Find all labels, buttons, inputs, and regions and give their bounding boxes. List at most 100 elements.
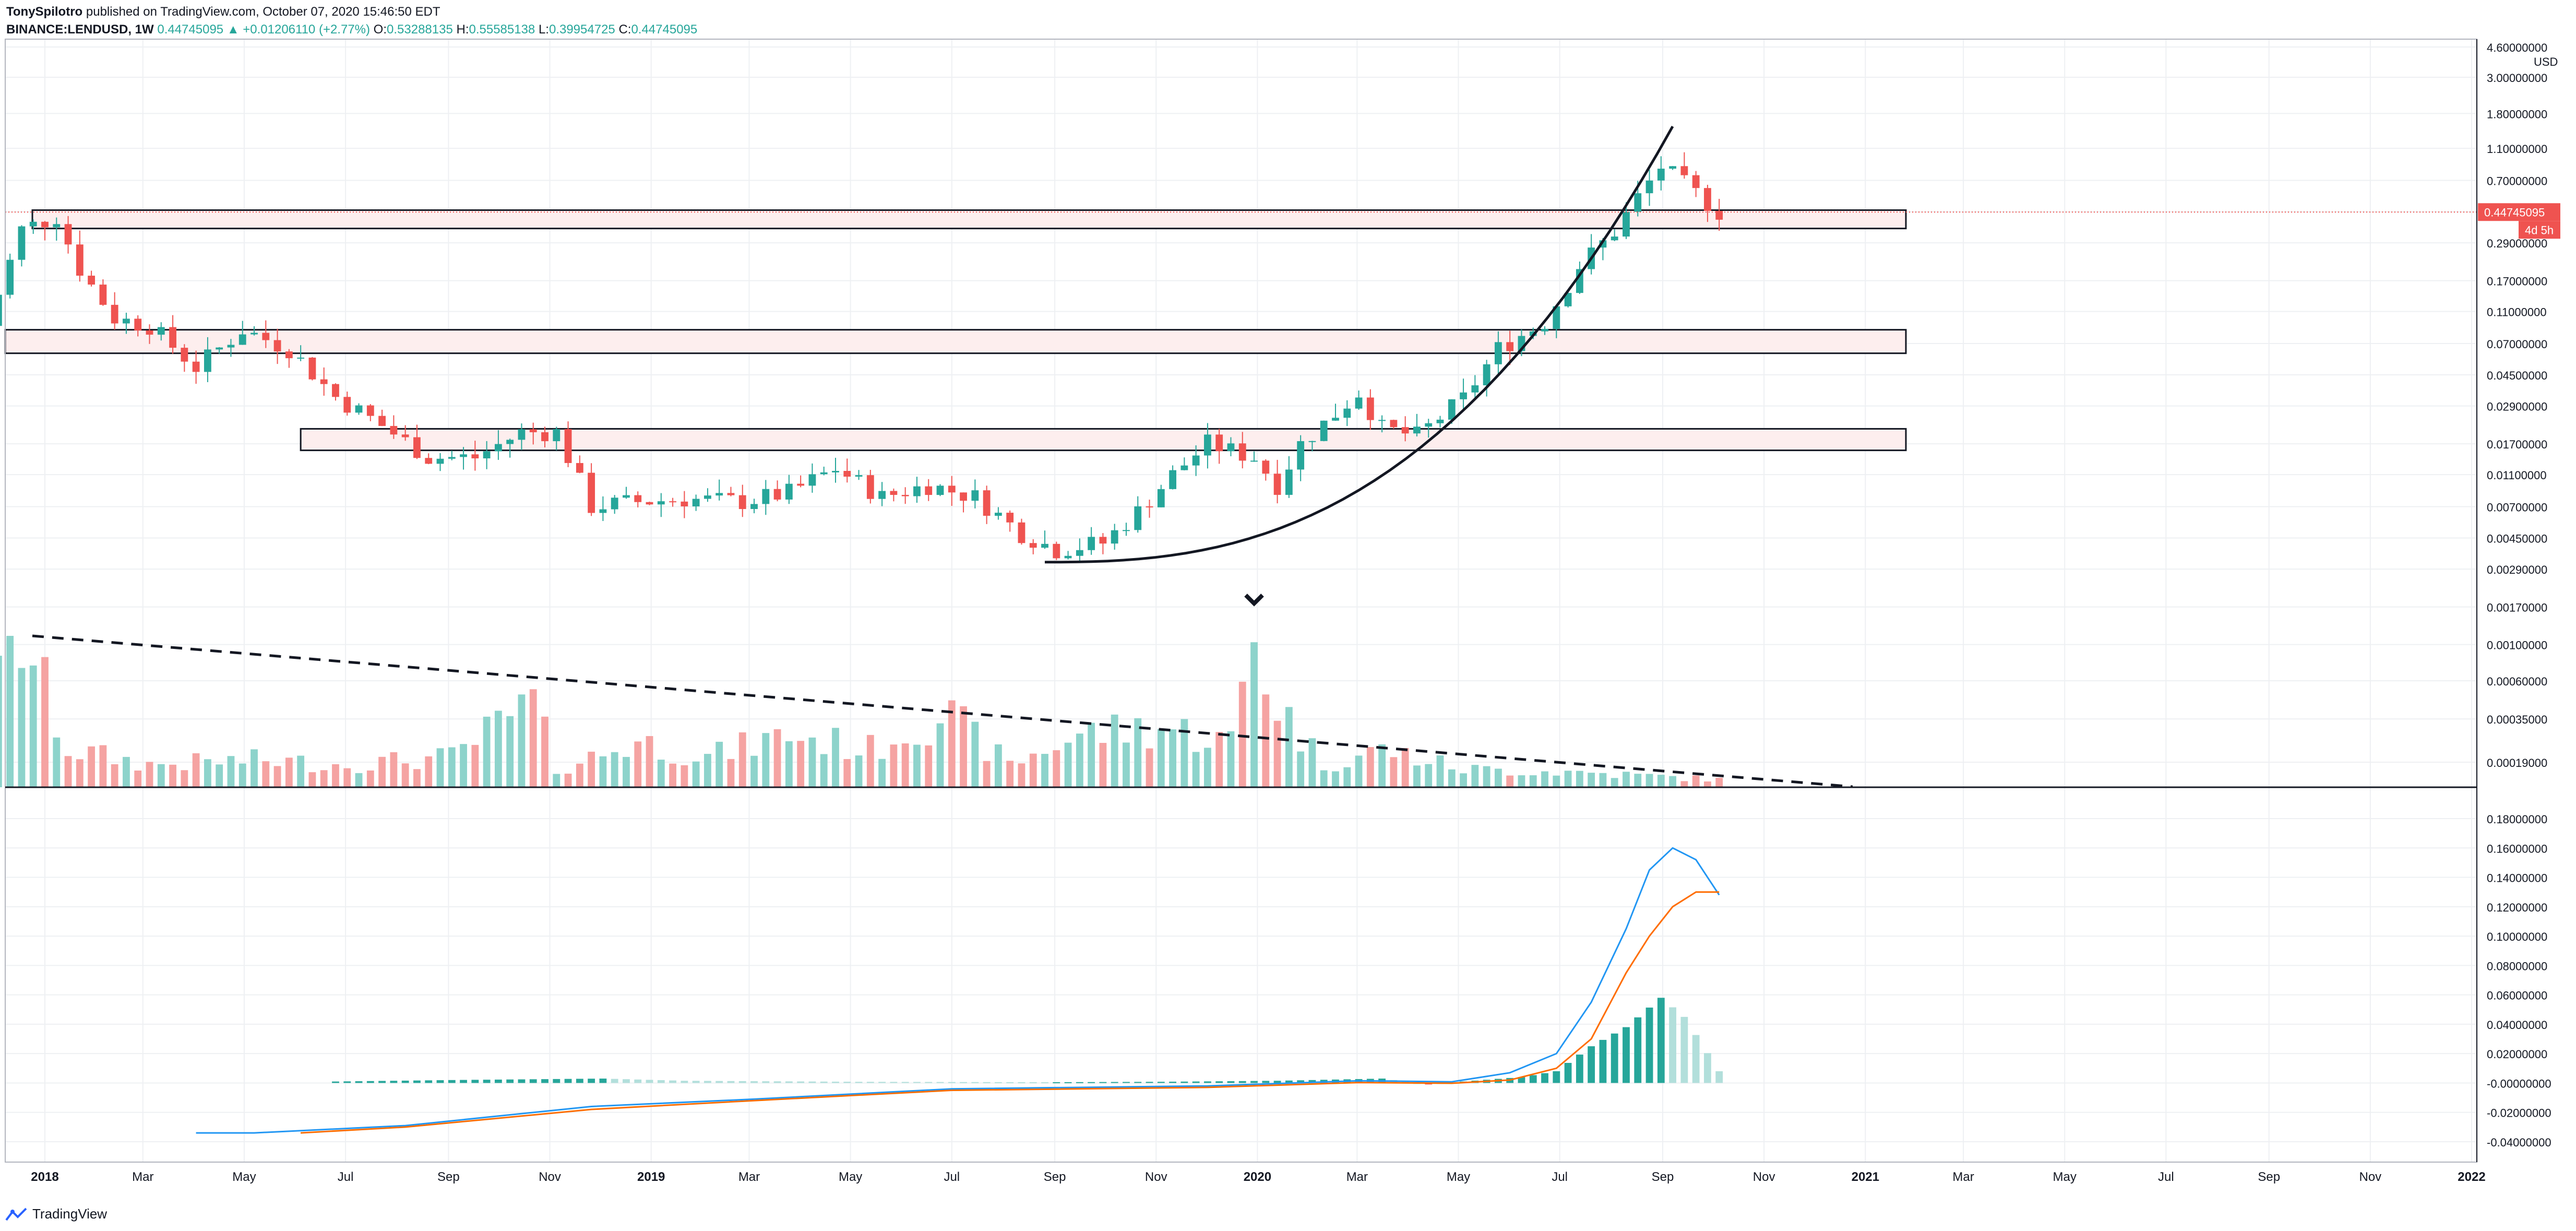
macd-histogram-bar bbox=[925, 1082, 933, 1083]
volume-bar bbox=[983, 761, 991, 787]
volume-bar bbox=[1285, 707, 1293, 787]
volume-bar bbox=[251, 749, 258, 787]
candle-body bbox=[657, 501, 665, 505]
symbol-label[interactable]: BINANCE:LENDUSD, 1W bbox=[6, 22, 154, 37]
volume-bars bbox=[0, 636, 1723, 787]
macd-histogram-bar bbox=[390, 1081, 398, 1083]
candle-body bbox=[53, 224, 61, 228]
last-price: 0.44745095 bbox=[157, 22, 224, 37]
volume-bar bbox=[960, 706, 967, 787]
candle-body bbox=[843, 471, 851, 477]
volume-bar bbox=[773, 729, 781, 787]
volume-bar bbox=[727, 759, 735, 787]
volume-bar bbox=[425, 756, 433, 787]
volume-bar bbox=[1355, 755, 1363, 787]
macd-tick-label: 0.12000000 bbox=[2487, 901, 2547, 914]
volume-bar bbox=[866, 735, 874, 787]
candle-body bbox=[1623, 211, 1630, 237]
time-tick-label: Nov bbox=[539, 1170, 561, 1184]
volume-bar bbox=[1518, 775, 1525, 787]
macd-histogram-bar bbox=[1157, 1082, 1165, 1083]
volume-bar bbox=[1262, 694, 1270, 787]
volume-bar bbox=[1157, 729, 1165, 787]
candle-body bbox=[1645, 180, 1653, 194]
grid-lines bbox=[5, 39, 2477, 1162]
macd-histogram-bar bbox=[1250, 1081, 1258, 1083]
time-tick-label: 2019 bbox=[637, 1170, 665, 1184]
candle-body bbox=[111, 304, 118, 324]
candle-body bbox=[262, 333, 270, 340]
price-tick-label: 0.29000000 bbox=[2487, 237, 2547, 250]
volume-bar bbox=[355, 773, 363, 787]
volume-bar bbox=[936, 723, 944, 787]
macd-histogram-bar bbox=[343, 1081, 351, 1083]
time-tick-label: May bbox=[2053, 1170, 2077, 1184]
macd-histogram-bar bbox=[692, 1081, 700, 1083]
volume-bar bbox=[343, 768, 351, 787]
volume-bar bbox=[285, 757, 293, 787]
candle-body bbox=[715, 493, 723, 496]
macd-histogram-bar bbox=[994, 1082, 1002, 1083]
macd-histogram-bar bbox=[1308, 1080, 1316, 1083]
time-tick-label: Sep bbox=[2258, 1170, 2280, 1184]
volume-bar bbox=[1146, 748, 1153, 787]
price-tick-label: 0.00700000 bbox=[2487, 501, 2547, 514]
macd-histogram-bar bbox=[1692, 1035, 1700, 1083]
candle-body bbox=[1123, 530, 1130, 531]
volume-bar bbox=[1332, 771, 1339, 787]
macd-histogram-bar bbox=[960, 1082, 967, 1083]
chart-header: TonySpilotro published on TradingView.co… bbox=[6, 3, 697, 39]
macd-histogram-bar bbox=[623, 1079, 630, 1083]
volume-bar bbox=[460, 744, 467, 787]
candle-body bbox=[88, 276, 96, 285]
candle-body bbox=[1471, 385, 1479, 393]
macd-histogram-bar bbox=[866, 1082, 874, 1083]
volume-bar bbox=[332, 764, 339, 787]
volume-bar bbox=[1529, 775, 1537, 787]
candle-body bbox=[76, 244, 84, 276]
volume-bar bbox=[1448, 769, 1456, 787]
volume-bar bbox=[1436, 755, 1444, 787]
author-name[interactable]: TonySpilotro bbox=[6, 5, 83, 19]
candle-body bbox=[901, 494, 909, 496]
candle-body bbox=[123, 318, 130, 324]
macd-histogram-bar bbox=[797, 1081, 805, 1083]
volume-trendline bbox=[32, 634, 1853, 788]
candle-body bbox=[1215, 434, 1223, 452]
volume-bar bbox=[262, 761, 270, 787]
price-tick-label: 4.60000000 bbox=[2487, 41, 2547, 54]
candle-body bbox=[750, 504, 758, 510]
macd-histogram-bar bbox=[983, 1082, 991, 1083]
macd-histogram-bar bbox=[1645, 1008, 1653, 1083]
volume-bar bbox=[413, 769, 421, 787]
price-tick-label: 3.00000000 bbox=[2487, 72, 2547, 85]
candle-body bbox=[1704, 188, 1711, 211]
candle-body bbox=[1180, 465, 1188, 470]
volume-bar bbox=[623, 756, 630, 787]
macd-tick-label: 0.16000000 bbox=[2487, 842, 2547, 855]
macd-histogram-bar bbox=[425, 1080, 433, 1083]
volume-bar bbox=[1006, 761, 1014, 787]
candle-body bbox=[1018, 522, 1025, 543]
candle-body bbox=[355, 405, 363, 413]
candle-body bbox=[1134, 506, 1142, 530]
volume-bar bbox=[971, 721, 979, 787]
volume-bar bbox=[785, 741, 793, 787]
publish-info: published on TradingView.com, October 07… bbox=[86, 5, 440, 19]
candle-body bbox=[251, 333, 258, 335]
candle-body bbox=[192, 361, 200, 372]
candle-body bbox=[0, 294, 2, 326]
macd-histogram-bar bbox=[669, 1080, 676, 1083]
volume-bar bbox=[1308, 738, 1316, 787]
volume-bar bbox=[273, 766, 281, 787]
time-tick-label: Mar bbox=[738, 1170, 760, 1184]
candle-body bbox=[1366, 397, 1374, 420]
macd-histogram-bar bbox=[1204, 1081, 1211, 1083]
volume-bar bbox=[204, 759, 211, 787]
tradingview-footer[interactable]: TradingView bbox=[5, 1206, 107, 1222]
macd-histogram-bar bbox=[1599, 1039, 1607, 1083]
volume-bar bbox=[1483, 766, 1490, 787]
time-tick-label: Jul bbox=[1552, 1170, 1568, 1184]
candle-body bbox=[588, 472, 595, 513]
